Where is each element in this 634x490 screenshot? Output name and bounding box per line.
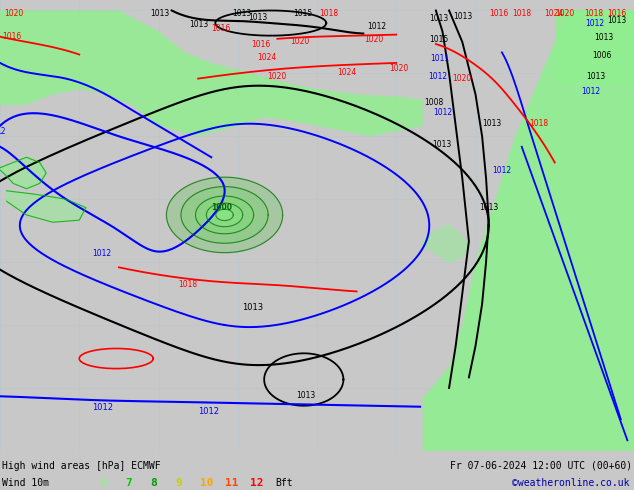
Text: 1013: 1013 bbox=[595, 33, 614, 42]
Text: 1012: 1012 bbox=[428, 72, 447, 81]
Text: 1013: 1013 bbox=[607, 16, 627, 25]
Text: 1012: 1012 bbox=[367, 23, 386, 31]
Text: 12: 12 bbox=[250, 478, 264, 488]
Text: 1000: 1000 bbox=[211, 203, 232, 212]
Text: 12: 12 bbox=[0, 127, 6, 136]
Text: 1013: 1013 bbox=[586, 72, 605, 81]
Text: 1012: 1012 bbox=[433, 108, 452, 117]
Polygon shape bbox=[6, 191, 86, 222]
Text: High wind areas [hPa] ECMWF: High wind areas [hPa] ECMWF bbox=[2, 461, 160, 470]
Polygon shape bbox=[423, 225, 469, 262]
Text: 1020: 1020 bbox=[365, 35, 384, 44]
Text: Wind 10m: Wind 10m bbox=[2, 478, 49, 488]
Text: 7: 7 bbox=[125, 478, 132, 488]
Text: 1020: 1020 bbox=[290, 37, 310, 46]
Polygon shape bbox=[181, 187, 268, 243]
Text: 1013: 1013 bbox=[150, 9, 170, 18]
Text: 1012: 1012 bbox=[93, 249, 112, 258]
Text: 1013: 1013 bbox=[453, 12, 472, 21]
Text: 1020: 1020 bbox=[267, 72, 286, 81]
Text: 11: 11 bbox=[225, 478, 238, 488]
Text: 1016: 1016 bbox=[211, 24, 231, 33]
Text: 1020: 1020 bbox=[390, 64, 409, 74]
Text: 1013: 1013 bbox=[482, 119, 501, 128]
Text: 1016: 1016 bbox=[607, 9, 627, 18]
Text: 1018: 1018 bbox=[584, 9, 603, 18]
Text: 1012: 1012 bbox=[581, 87, 600, 97]
Text: 1016: 1016 bbox=[489, 9, 508, 18]
Text: 1012: 1012 bbox=[493, 166, 512, 175]
Polygon shape bbox=[195, 196, 254, 234]
Text: Bft: Bft bbox=[275, 478, 293, 488]
Polygon shape bbox=[0, 157, 46, 189]
Text: 1020: 1020 bbox=[555, 9, 574, 18]
Text: 1012: 1012 bbox=[93, 403, 113, 412]
Text: 1015: 1015 bbox=[429, 35, 448, 44]
Text: 8: 8 bbox=[150, 478, 157, 488]
Text: 1018: 1018 bbox=[320, 9, 339, 18]
Text: 1006: 1006 bbox=[592, 50, 611, 60]
Text: 1008: 1008 bbox=[424, 98, 443, 107]
Polygon shape bbox=[167, 177, 283, 253]
Text: ©weatheronline.co.uk: ©weatheronline.co.uk bbox=[512, 478, 630, 488]
Text: 1013: 1013 bbox=[189, 20, 208, 29]
Text: 1024: 1024 bbox=[544, 9, 564, 18]
Text: 6: 6 bbox=[100, 478, 107, 488]
Text: 1012: 1012 bbox=[198, 407, 219, 416]
Text: 1011: 1011 bbox=[430, 54, 450, 63]
Polygon shape bbox=[0, 10, 423, 136]
Text: 1012: 1012 bbox=[585, 19, 604, 28]
Text: Fr 07-06-2024 12:00 UTC (00+60): Fr 07-06-2024 12:00 UTC (00+60) bbox=[450, 461, 632, 470]
Text: 1013: 1013 bbox=[479, 203, 499, 212]
Text: 1015: 1015 bbox=[293, 9, 313, 18]
Text: 1013: 1013 bbox=[242, 303, 263, 312]
Text: 1013: 1013 bbox=[233, 9, 252, 18]
Text: 1024: 1024 bbox=[257, 53, 277, 62]
Text: 1018: 1018 bbox=[512, 9, 531, 18]
Text: 1016: 1016 bbox=[3, 32, 22, 41]
Polygon shape bbox=[423, 10, 634, 451]
Polygon shape bbox=[207, 203, 243, 227]
Text: 1016: 1016 bbox=[251, 40, 270, 49]
Text: 1013: 1013 bbox=[296, 392, 315, 400]
Polygon shape bbox=[216, 209, 233, 220]
Text: 1020: 1020 bbox=[4, 9, 23, 18]
Text: 1018: 1018 bbox=[178, 280, 197, 289]
Text: 1024: 1024 bbox=[337, 69, 356, 77]
Text: 1013: 1013 bbox=[432, 140, 451, 149]
Text: 9: 9 bbox=[175, 478, 182, 488]
Text: 1013: 1013 bbox=[249, 13, 268, 22]
Text: 1013: 1013 bbox=[429, 14, 448, 23]
Text: 1020: 1020 bbox=[451, 74, 471, 83]
Text: 1018: 1018 bbox=[529, 119, 549, 128]
Text: 10: 10 bbox=[200, 478, 214, 488]
Polygon shape bbox=[555, 10, 634, 84]
